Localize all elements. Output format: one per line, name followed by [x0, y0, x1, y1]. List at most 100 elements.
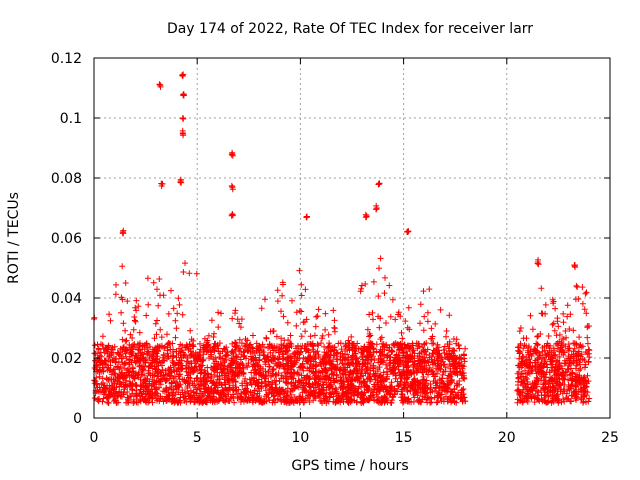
data-point	[135, 303, 142, 310]
data-point	[366, 311, 373, 318]
data-point	[433, 399, 440, 406]
data-point	[377, 255, 384, 262]
data-point	[206, 355, 213, 362]
data-point	[376, 265, 382, 272]
data-point	[348, 333, 355, 340]
data-point	[375, 313, 382, 320]
data-point	[287, 332, 294, 339]
data-point	[186, 270, 193, 277]
data-point	[302, 286, 309, 293]
data-point	[156, 276, 163, 282]
data-point	[316, 359, 323, 366]
data-point	[150, 279, 157, 286]
y-tick-label: 0.08	[51, 171, 82, 187]
data-point	[237, 324, 244, 331]
x-tick-label: 5	[193, 430, 202, 446]
data-point	[440, 358, 446, 365]
data-point	[402, 318, 409, 325]
y-tick-label: 0.06	[51, 231, 82, 247]
data-point	[314, 341, 321, 348]
data-point	[334, 356, 341, 363]
data-point	[322, 326, 329, 333]
data-point	[383, 320, 389, 326]
data-point	[191, 399, 197, 406]
data-point	[120, 320, 127, 327]
data-point	[392, 316, 399, 323]
data-point	[236, 320, 243, 327]
x-tick-label: 20	[498, 430, 516, 446]
chart-title: Day 174 of 2022, Rate Of TEC Index for r…	[167, 21, 533, 37]
data-point	[399, 335, 406, 342]
data-point	[280, 281, 286, 288]
data-point	[215, 309, 222, 316]
data-point	[382, 274, 388, 281]
data-point	[263, 334, 270, 341]
y-tick-label: 0.12	[51, 51, 82, 67]
data-points	[91, 71, 593, 406]
y-tick-label: 0	[73, 411, 82, 427]
data-point	[107, 317, 114, 324]
data-point	[387, 313, 394, 320]
data-point	[417, 320, 423, 327]
data-point	[129, 335, 136, 341]
data-point	[353, 354, 360, 361]
data-point	[460, 391, 467, 397]
data-point	[229, 348, 236, 354]
data-point	[122, 280, 129, 286]
data-point	[142, 384, 148, 391]
data-point	[131, 317, 138, 324]
x-tick-label: 15	[395, 430, 413, 446]
data-point	[430, 340, 437, 347]
data-point	[182, 260, 188, 267]
data-point	[335, 340, 342, 347]
data-point	[325, 331, 332, 338]
data-point	[122, 327, 129, 334]
data-point	[270, 393, 277, 400]
y-tick-label: 0.02	[51, 351, 82, 367]
data-point	[306, 399, 313, 405]
data-point	[370, 278, 377, 285]
data-point	[398, 329, 405, 336]
data-point	[314, 381, 321, 388]
data-point	[179, 311, 186, 318]
data-point	[331, 317, 338, 324]
x-tick-label: 25	[601, 430, 619, 446]
x-tick-label: 10	[291, 430, 309, 446]
data-point	[123, 337, 130, 344]
data-point	[124, 389, 131, 395]
data-point	[262, 296, 268, 303]
data-point	[156, 384, 162, 391]
data-point	[250, 332, 256, 339]
data-point	[112, 291, 119, 298]
data-point	[154, 286, 160, 293]
data-point	[278, 308, 284, 315]
data-point	[173, 325, 180, 332]
x-tick-label: 0	[90, 430, 99, 446]
data-point	[158, 334, 165, 341]
data-point	[403, 348, 410, 355]
data-point	[220, 365, 227, 372]
data-point	[460, 375, 467, 382]
data-point	[307, 333, 314, 340]
data-point	[160, 292, 167, 299]
data-point	[195, 394, 202, 401]
data-point	[246, 376, 253, 383]
data-point	[143, 312, 150, 319]
data-point	[432, 320, 439, 327]
data-point	[153, 350, 160, 357]
data-point	[176, 301, 183, 308]
x-axis-label: GPS time / hours	[291, 458, 408, 474]
data-point	[296, 267, 303, 274]
data-point	[420, 327, 427, 334]
data-point	[164, 347, 171, 354]
data-point	[293, 309, 300, 316]
data-point	[170, 305, 177, 312]
data-point	[106, 311, 113, 318]
data-point	[157, 326, 164, 333]
data-point	[462, 345, 469, 352]
data-point	[362, 281, 369, 287]
data-point	[193, 270, 200, 277]
data-point	[284, 319, 291, 326]
